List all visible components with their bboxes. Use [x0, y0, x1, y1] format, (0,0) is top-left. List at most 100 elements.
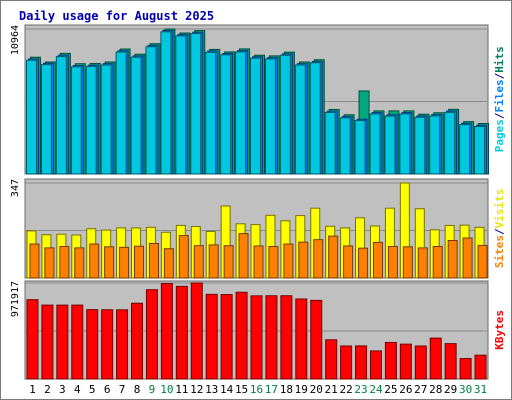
panel-hits-legend-item-0: Pages — [493, 119, 506, 152]
bar-kbytes-kbytes-27 — [414, 345, 427, 380]
bar-hits-pages-11 — [175, 35, 187, 175]
bar-kbytes-kbytes-14 — [220, 294, 233, 380]
bar-hits-pages-5 — [85, 65, 97, 175]
bar-hits-pages-24 — [369, 113, 381, 175]
x-tick-label-14: 14 — [220, 383, 234, 396]
bar-hits-pages-7 — [115, 51, 127, 175]
bar-kbytes-kbytes-11 — [175, 285, 188, 380]
x-tick-label-17: 17 — [265, 383, 278, 396]
bar-kbytes-kbytes-29 — [444, 343, 457, 380]
bar-hits-pages-1 — [25, 59, 37, 175]
bar-kbytes-kbytes-22 — [340, 345, 353, 380]
bar-hits-pages-31 — [474, 126, 486, 175]
x-tick-label-24: 24 — [369, 383, 383, 396]
bar-hits-pages-8 — [130, 56, 142, 175]
bar-hits-pages-23 — [354, 120, 366, 175]
panel-visits-legend-item-2: Visits — [493, 189, 506, 229]
x-tick-label-29: 29 — [444, 383, 457, 396]
x-tick-label-3: 3 — [59, 383, 66, 396]
bar-hits-pages-16 — [250, 57, 261, 175]
bar-kbytes-kbytes-23 — [355, 345, 368, 380]
bar-visits-sites-5 — [89, 243, 100, 279]
bar-kbytes-kbytes-18 — [280, 295, 293, 380]
x-tick-label-20: 20 — [310, 383, 323, 396]
bar-hits-pages-12 — [190, 33, 202, 175]
bar-kbytes-kbytes-2 — [41, 304, 54, 380]
bar-kbytes-kbytes-7 — [116, 309, 129, 380]
x-tick-label-31: 31 — [474, 383, 487, 396]
bar-kbytes-kbytes-16 — [250, 295, 263, 380]
bar-kbytes-kbytes-26 — [399, 343, 412, 380]
bar-hits-pages-21 — [324, 112, 336, 175]
bar-visits-sites-12 — [193, 245, 204, 279]
panel-hits-legend-item-1: / — [493, 112, 506, 119]
bar-visits-sites-15 — [238, 233, 249, 279]
panel-hits-legend-item-4: Hits — [493, 46, 506, 73]
x-tick-label-1: 1 — [29, 383, 36, 396]
panel-visits-legend-item-0: Sites — [493, 235, 506, 268]
bar-kbytes-kbytes-21 — [325, 339, 338, 380]
bar-visits-sites-27 — [417, 247, 428, 279]
bar-visits-sites-14 — [223, 245, 234, 279]
bar-hits-pages-27 — [414, 116, 426, 175]
bar-visits-sites-9 — [148, 243, 159, 279]
x-tick-label-6: 6 — [104, 383, 111, 396]
bar-kbytes-kbytes-5 — [86, 309, 99, 380]
bar-hits-pages-19 — [294, 64, 306, 175]
x-tick-label-21: 21 — [325, 383, 338, 396]
bar-hits-pages-20 — [309, 62, 321, 175]
bar-visits-sites-13 — [208, 244, 219, 279]
panel-visits-legend-item-1: / — [493, 228, 506, 235]
bar-kbytes-kbytes-20 — [310, 299, 323, 380]
bar-visits-sites-4 — [74, 247, 85, 279]
x-tick-label-30: 30 — [459, 383, 472, 396]
bar-kbytes-kbytes-1 — [26, 299, 39, 380]
bar-visits-sites-19 — [298, 241, 309, 279]
panel-hits-legend-item-3: / — [493, 72, 506, 79]
bar-kbytes-kbytes-3 — [56, 304, 69, 380]
bar-hits-pages-22 — [339, 117, 351, 175]
bar-visits-sites-10 — [163, 248, 174, 279]
bar-hits-pages-13 — [205, 51, 217, 175]
x-tick-label-26: 26 — [399, 383, 412, 396]
bar-hits-pages-18 — [279, 54, 291, 175]
bar-visits-sites-8 — [134, 245, 145, 279]
x-tick-label-2: 2 — [44, 383, 51, 396]
bar-kbytes-kbytes-6 — [101, 309, 114, 380]
x-tick-label-9: 9 — [149, 383, 156, 396]
x-tick-label-11: 11 — [175, 383, 188, 396]
bar-kbytes-kbytes-13 — [205, 293, 218, 380]
x-tick-label-19: 19 — [295, 383, 308, 396]
x-tick-label-15: 15 — [235, 383, 248, 396]
x-axis: 1 2 3 4 5 6 7 8 9 10 11 12 13 14 15 16 17 18 19 20 21 22 23 24 2… — [29, 383, 487, 396]
chart-panels: 10964Pages/Files/Hits347Sites/Visits9719… — [10, 24, 506, 380]
series-hits-pages — [25, 31, 486, 175]
bar-visits-sites-29 — [447, 239, 458, 279]
bar-hits-pages-30 — [459, 124, 471, 175]
bar-hits-pages-29 — [444, 111, 456, 175]
bar-visits-sites-2 — [44, 247, 55, 279]
bar-kbytes-kbytes-24 — [369, 350, 382, 380]
bar-visits-sites-16 — [253, 245, 264, 279]
bar-kbytes-kbytes-17 — [265, 295, 278, 380]
panel-hits-max-label: 10964 — [10, 25, 21, 55]
bar-visits-sites-6 — [104, 246, 115, 279]
bar-kbytes-kbytes-12 — [190, 282, 203, 380]
panel-visits: 347 Sites/Visits — [10, 178, 506, 279]
bar-hits-pages-3 — [55, 56, 67, 175]
panel-visits-max-label: 347 — [10, 179, 21, 197]
bar-kbytes-kbytes-9 — [145, 289, 158, 380]
x-tick-label-4: 4 — [74, 383, 81, 396]
bar-hits-pages-14 — [220, 54, 232, 175]
bar-kbytes-kbytes-15 — [235, 291, 248, 380]
bar-kbytes-kbytes-28 — [429, 337, 442, 380]
x-tick-label-25: 25 — [384, 383, 397, 396]
x-tick-label-23: 23 — [354, 383, 367, 396]
bar-visits-sites-24 — [372, 241, 383, 279]
bar-kbytes-kbytes-30 — [459, 358, 472, 380]
bar-hits-pages-10 — [160, 31, 172, 175]
x-tick-label-27: 27 — [414, 383, 427, 396]
bar-visits-sites-7 — [119, 246, 130, 279]
